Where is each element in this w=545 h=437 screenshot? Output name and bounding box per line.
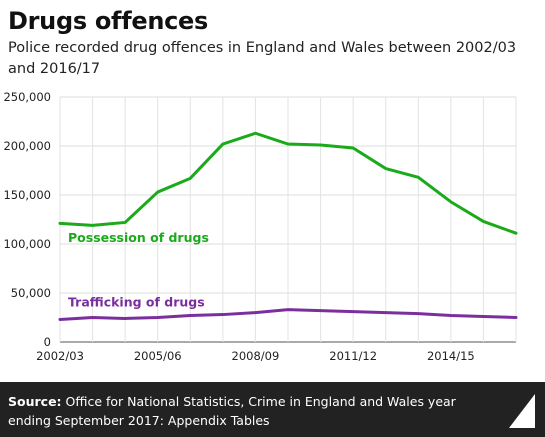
y-tick-label: 50,000 <box>11 286 51 300</box>
chart-title: Drugs offences <box>8 7 208 35</box>
x-tick-label: 2014/15 <box>427 349 475 363</box>
x-tick-label: 2011/12 <box>329 349 377 363</box>
chart-subtitle: Police recorded drug offences in England… <box>8 40 517 77</box>
series-label-possession: Possession of drugs <box>68 230 209 245</box>
series-line <box>58 308 518 321</box>
line-chart: 0 50,000 100,000 150,000 200,000 250,000 2002/… <box>3 90 518 363</box>
y-tick-label: 150,000 <box>3 188 51 202</box>
full-fact-logo-icon <box>509 394 535 428</box>
source-label: Source: <box>8 394 62 409</box>
x-tick-label: 2005/06 <box>134 349 182 363</box>
series-line <box>58 131 518 235</box>
y-tick-label: 100,000 <box>3 237 51 251</box>
y-tick-label: 0 <box>44 335 51 349</box>
x-tick-label: 2008/09 <box>232 349 280 363</box>
source-footer: Source: Office for National Statistics, … <box>0 382 545 437</box>
y-tick-label: 200,000 <box>3 139 51 153</box>
series-label-trafficking: Trafficking of drugs <box>68 295 205 310</box>
x-tick-label: 2002/03 <box>36 349 84 363</box>
source-description: Office for National Statistics, Crime in… <box>8 394 456 428</box>
source-text: Source: Office for National Statistics, … <box>8 392 478 430</box>
y-tick-label: 250,000 <box>3 90 51 104</box>
